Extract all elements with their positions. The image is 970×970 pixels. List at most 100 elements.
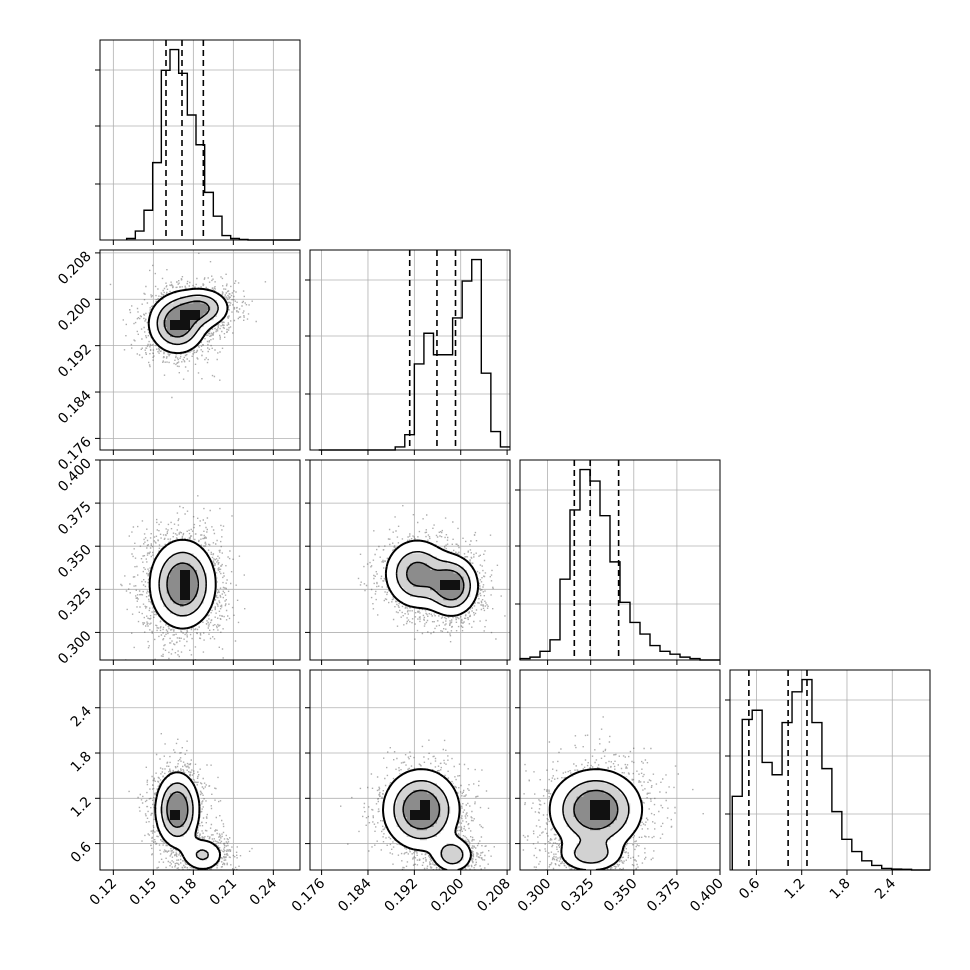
contour-line-1 [395,550,472,608]
contour-line-0 [147,287,229,355]
y-tick-label: 1.2 [68,794,95,821]
histogram-panel-3 [725,669,931,871]
density-content [310,460,510,660]
x-tick-label: 0.184 [335,875,375,915]
y-tick-label: 0.375 [55,499,95,539]
y-tick-label: 1.8 [68,749,95,776]
x-tick-label: 0.24 [247,875,280,908]
x-tick-label: 0.300 [515,876,555,916]
x-tick-label: 0.21 [207,876,240,909]
contour-line-0 [154,771,221,870]
histogram-panel-1 [305,249,511,451]
x-tick-label: 0.18 [167,876,200,909]
density-panel-3-1 [309,669,511,871]
contour-line-1 [156,294,219,346]
panel-frame [309,459,511,661]
panel-frame [99,459,301,661]
x-tick-label: 0.192 [382,876,422,916]
contour-line-2 [573,789,619,830]
x-tick-label: 1.8 [827,876,854,903]
panel-frame [519,459,721,661]
density-peak [590,800,610,820]
density-content [310,670,510,870]
y-tick-label: 0.200 [55,295,95,335]
x-tick-label: 0.15 [127,876,160,909]
x-tick-label: 0.200 [428,876,468,916]
contour-line-0 [548,768,644,870]
panel-frame [309,249,511,451]
density-peak [170,310,200,330]
histogram-step [519,468,720,661]
x-tick-label: 0.400 [687,876,727,916]
density-fill-2 [406,563,464,601]
histogram-panel-2 [515,459,721,661]
contour-line-2 [163,300,210,338]
density-fill-1 [396,553,471,607]
contour-line-1 [160,782,209,861]
density-panel-3-0 [99,669,301,871]
y-tick-label: 0.300 [55,628,95,668]
contour-line-2 [402,789,441,830]
density-content [520,670,720,870]
contour-line-2 [405,561,465,601]
y-tick-label: 2.4 [68,703,95,730]
contour-line-0 [382,768,472,870]
density-peak [170,810,180,820]
density-panel-1-0 [99,249,301,451]
contour-line-2 [166,791,189,829]
histogram-step [731,678,930,871]
density-fill-0 [383,770,471,870]
y-tick-label: 0.350 [55,542,95,582]
x-tick-label: 0.325 [558,876,598,916]
panel-frame [519,669,721,871]
contour-line-1 [393,780,464,865]
scatter-points [128,733,253,870]
histogram-step [125,48,300,241]
density-panel-3-2 [519,669,721,871]
density-peak [440,580,460,590]
density-fill-1 [156,296,217,344]
y-tick-label: 0.184 [55,387,95,427]
contour-line-0 [384,539,480,617]
x-tick-label: 1.2 [781,876,808,903]
x-axis-0: 0.12 0.15 0.18 0.21 0.24 [87,870,280,909]
y-tick-label: 0.192 [55,341,95,381]
density-content [100,670,300,870]
x-tick-label: 0.6 [736,875,763,902]
panel-frame [99,39,301,241]
density-fill-1 [393,780,464,864]
x-axis-1: 0.176 0.184 0.192 0.200 0.208 [289,870,514,915]
x-tick-label: 2.4 [872,875,899,902]
scatter-points [109,252,267,399]
x-axis-3: 0.6 1.2 1.8 2.4 [736,870,899,903]
x-tick-label: 0.375 [644,876,684,916]
density-fill-0 [386,540,477,617]
y-tick-label: 0.325 [55,585,95,625]
y-tick-label: 0.208 [55,248,95,288]
x-tick-label: 0.208 [474,876,514,916]
histogram-panel-0 [95,39,301,241]
contour-line-2 [166,562,200,606]
panel-frame [729,669,931,871]
density-panel-2-1 [309,459,511,661]
x-tick-label: 0.176 [289,875,329,915]
x-tick-label: 0.350 [601,876,641,916]
y-axis-3: 0.6 1.2 1.8 2.4 [68,703,100,866]
x-axis-2: 0.300 0.325 0.350 0.375 0.400 [515,870,727,915]
scatter-points [357,505,506,643]
density-peak [180,570,190,600]
density-content [100,460,300,660]
density-fill-0 [550,770,644,870]
contour-line-0 [148,538,217,630]
density-panel-2-0 [99,459,301,661]
density-content [100,250,300,450]
y-tick-label: 0.6 [68,839,95,866]
contour-line-1 [562,780,630,864]
contour-line-1 [158,551,207,617]
density-peak [410,800,430,820]
panel-frame [99,669,301,871]
panel-frame [309,669,511,871]
